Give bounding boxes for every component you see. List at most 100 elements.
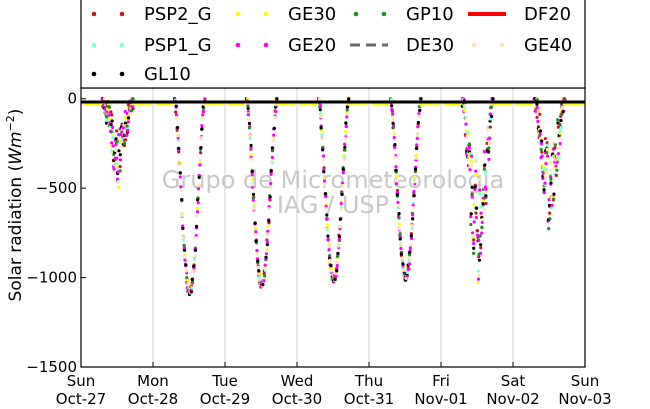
data-point bbox=[253, 221, 257, 225]
x-tick-label-day: Sun bbox=[571, 372, 600, 390]
data-point bbox=[344, 121, 348, 125]
data-point bbox=[254, 239, 258, 243]
data-point bbox=[540, 154, 544, 158]
data-point bbox=[265, 232, 270, 236]
legend: PSP2_G GE30 GP10 DF20 PSP1_G GE20 DE30 GE40 GL10 bbox=[80, 0, 586, 89]
data-point bbox=[548, 217, 552, 221]
data-point bbox=[408, 250, 412, 254]
data-point bbox=[256, 265, 260, 270]
data-point bbox=[318, 103, 322, 108]
data-point bbox=[393, 145, 397, 149]
data-point bbox=[184, 263, 188, 267]
data-point bbox=[515, 102, 519, 107]
data-point bbox=[339, 207, 344, 211]
data-point bbox=[407, 256, 411, 260]
data-point bbox=[473, 185, 477, 189]
data-point bbox=[479, 243, 483, 247]
data-point bbox=[313, 103, 317, 107]
data-point bbox=[559, 125, 563, 130]
data-point bbox=[258, 272, 262, 276]
data-point bbox=[422, 103, 426, 107]
data-point bbox=[498, 103, 502, 107]
legend-marker bbox=[91, 42, 97, 48]
data-point bbox=[176, 146, 181, 150]
x-tick-label-day: Fri bbox=[432, 372, 450, 390]
data-point bbox=[174, 104, 178, 108]
data-point bbox=[272, 133, 276, 137]
data-point bbox=[472, 203, 476, 207]
data-point bbox=[105, 115, 109, 119]
data-point bbox=[555, 168, 559, 172]
data-point bbox=[545, 147, 550, 151]
data-point bbox=[252, 203, 257, 207]
data-point bbox=[573, 102, 577, 107]
data-point bbox=[478, 251, 483, 255]
data-point bbox=[194, 234, 198, 238]
data-point bbox=[463, 109, 467, 113]
data-point bbox=[545, 143, 550, 147]
data-point bbox=[200, 127, 204, 131]
data-point bbox=[265, 229, 270, 233]
data-point bbox=[474, 215, 478, 220]
data-point bbox=[258, 275, 262, 280]
data-point bbox=[551, 141, 555, 145]
data-point bbox=[550, 206, 554, 210]
data-point bbox=[112, 163, 117, 167]
data-point bbox=[333, 277, 337, 282]
data-point bbox=[246, 106, 250, 111]
data-point bbox=[407, 262, 412, 266]
data-point bbox=[557, 156, 561, 160]
x-tick-label-date: Oct-31 bbox=[344, 390, 394, 408]
data-point bbox=[345, 115, 349, 119]
data-point bbox=[394, 182, 399, 186]
data-point bbox=[182, 243, 186, 247]
data-point bbox=[463, 103, 467, 108]
data-point bbox=[343, 136, 347, 140]
data-point bbox=[542, 188, 546, 192]
data-point bbox=[561, 110, 565, 114]
data-point bbox=[548, 168, 552, 172]
data-point bbox=[179, 188, 183, 192]
data-point bbox=[116, 177, 120, 181]
data-point bbox=[253, 233, 258, 237]
data-point bbox=[249, 157, 254, 161]
data-point bbox=[486, 125, 490, 129]
data-point bbox=[266, 224, 270, 228]
data-point bbox=[536, 119, 540, 123]
data-point bbox=[414, 153, 418, 158]
data-point bbox=[336, 251, 340, 256]
data-point bbox=[391, 112, 395, 116]
data-point bbox=[409, 243, 413, 247]
data-points bbox=[83, 97, 584, 297]
data-point bbox=[194, 224, 199, 229]
data-point bbox=[482, 167, 486, 171]
data-point bbox=[334, 274, 338, 278]
plot-area-frame bbox=[80, 87, 586, 368]
data-point bbox=[252, 207, 256, 211]
data-point bbox=[340, 181, 345, 185]
data-point bbox=[470, 159, 474, 163]
data-point bbox=[248, 136, 252, 140]
data-point bbox=[464, 117, 468, 121]
data-point bbox=[327, 248, 331, 252]
data-point bbox=[125, 124, 129, 128]
x-tick-label-day: Wed bbox=[281, 372, 314, 390]
vertical-gridlines bbox=[152, 88, 514, 367]
data-point bbox=[474, 211, 478, 215]
data-point bbox=[213, 102, 217, 107]
data-point bbox=[131, 107, 135, 111]
data-point bbox=[552, 192, 556, 196]
data-point bbox=[464, 122, 468, 126]
data-point bbox=[488, 117, 493, 121]
data-point bbox=[334, 272, 338, 276]
data-point bbox=[553, 143, 557, 147]
data-point bbox=[126, 103, 130, 107]
data-point bbox=[115, 129, 119, 133]
data-point bbox=[480, 220, 484, 224]
data-point bbox=[392, 132, 396, 137]
data-point bbox=[318, 112, 323, 116]
data-point bbox=[410, 226, 414, 230]
data-point bbox=[467, 142, 471, 146]
data-point bbox=[343, 148, 347, 152]
data-point bbox=[474, 169, 478, 173]
